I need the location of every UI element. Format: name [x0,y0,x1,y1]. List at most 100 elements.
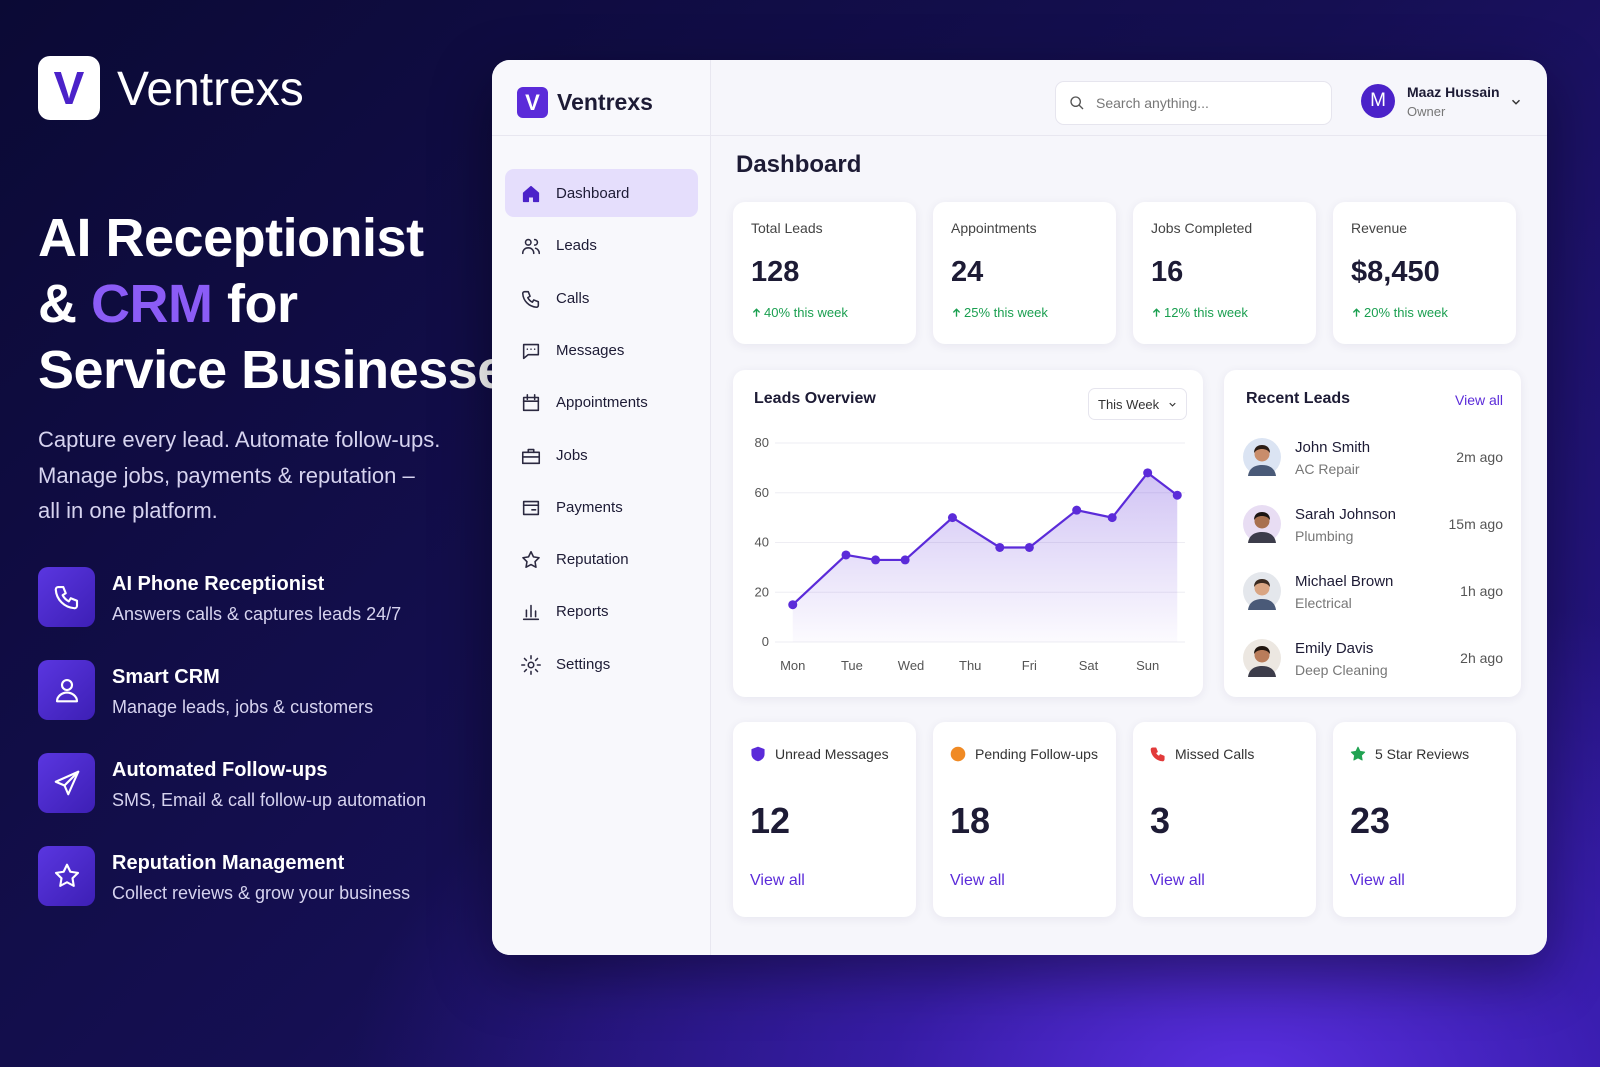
view-all-link[interactable]: View all [1455,392,1503,408]
stat-cards: Total Leads 128 40% this week Appointments 2… [492,60,1547,360]
feature-description: Manage leads, jobs & customers [112,697,374,717]
data-point [1143,468,1153,478]
lead-time: 1h ago [1460,583,1503,599]
counter-label: 5 Star Reviews [1375,746,1470,762]
nav-item[interactable]: Jobs [505,434,698,478]
title-line: Service Businesses [38,340,537,400]
logo-letter: V [53,62,85,114]
avatar-head [1254,580,1270,596]
icon-shape [521,247,535,255]
nav-label: Reports [556,603,609,621]
icon-shape [522,185,540,203]
lead-avatar [1243,572,1281,610]
app-name: Ventrexs [557,89,653,115]
lead-name[interactable]: Emily Davis [1295,640,1374,657]
data-point [841,550,851,560]
nav-item[interactable]: Reports [505,590,698,634]
y-tick-label: 0 [762,634,769,649]
avatar-hair [1254,579,1270,587]
icon [521,654,541,675]
feature-title: Reputation Management [112,852,345,874]
hero-title: AI Receptionist & CRM for Service Busine… [38,205,537,403]
view-all-link[interactable]: View all [1350,872,1405,889]
icon-shape [55,691,79,703]
view-all-link[interactable]: View all [1150,872,1205,889]
nav-item[interactable]: Appointments [505,381,698,425]
avatar-head [1254,647,1270,663]
data-point [947,513,957,523]
nav-item[interactable]: Leads [505,224,698,268]
icon [521,239,541,255]
feature-title: Automated Follow-ups [112,759,328,781]
y-tick-label: 60 [755,485,769,500]
x-tick-label: Mon [780,658,805,673]
icon [54,585,79,610]
feature-title: Smart CRM [112,666,220,688]
icon-shape [527,448,535,453]
title-word: & [38,274,77,334]
lead-name[interactable]: Michael Brown [1295,573,1394,590]
nav-label: Settings [556,655,611,673]
feature-description: Answers calls & captures leads 24/7 [112,604,402,624]
lead-name[interactable]: John Smith [1295,439,1371,456]
icon-shape [521,451,541,464]
leads-chart: 0 20 40 60 80 Mon Tue Wed Thu Fri Sat Sun [755,435,1185,673]
lead-time: 2h ago [1460,650,1503,666]
nav-item[interactable]: Payments [505,486,698,530]
lead-time: 2m ago [1456,449,1503,465]
stat-change: 20% this week [1364,305,1448,320]
lead-name[interactable]: Sarah Johnson [1295,506,1396,523]
nav-label: Dashboard [556,185,630,202]
counter-label: Pending Follow-ups [975,746,1098,762]
y-tick-label: 40 [755,535,769,550]
icon [521,290,540,308]
view-all-link[interactable]: View all [950,872,1005,889]
feature-title: AI Phone Receptionist [112,573,325,595]
y-tick-label: 20 [755,584,769,599]
lead-service: Plumbing [1295,528,1354,544]
x-tick-label: Fri [1022,658,1037,673]
avatar-hair [1254,512,1270,520]
period-label: This Week [1098,397,1160,412]
feature-description: SMS, Email & call follow-up automation [112,790,427,810]
subtitle-line: all in one platform. [38,498,218,523]
icon-shape [1153,308,1160,313]
icon [1150,747,1165,762]
user-menu-chevron[interactable] [1509,95,1523,109]
nav-item[interactable]: Messages [505,329,698,373]
lead-service: AC Repair [1295,461,1360,477]
icon-shape [524,239,532,247]
icon-shape [1353,308,1360,313]
nav-item[interactable]: Dashboard [505,172,698,216]
icon-shape [1169,402,1176,407]
nav-item[interactable]: Reputation [505,538,698,582]
view-all-link[interactable]: View all [750,872,805,889]
icon [753,308,760,317]
icon-shape [521,654,541,675]
icon-shape [1078,104,1084,110]
lead-avatar [1243,438,1281,476]
search-box[interactable]: Search anything... [1055,81,1332,125]
icon [54,863,80,887]
avatar-body [1248,666,1276,677]
user-avatar[interactable]: M [1361,84,1395,118]
nav-label: Jobs [556,446,588,464]
nav-item[interactable]: Settings [505,643,698,687]
icon-shape [54,585,79,610]
counter-label: Unread Messages [775,746,889,762]
data-point [1172,490,1182,500]
icon-shape [950,746,966,762]
y-tick-label: 80 [755,435,769,450]
avatar-hair [1254,445,1270,453]
stat-label: Jobs Completed [1151,220,1253,236]
icon-shape [1070,96,1081,107]
icon [751,746,765,762]
icon [1353,308,1360,317]
leads-overview-card: Leads Overview This Week 0 20 40 60 80 Mon Tue… [733,370,1203,697]
title-line: AI Receptionist [38,208,424,268]
nav-item[interactable]: Calls [505,277,698,321]
counter-card: Unread Messages 12 View all [733,722,916,917]
lead-service: Electrical [1295,595,1352,611]
period-dropdown[interactable]: This Week [1088,388,1187,420]
lead-service: Deep Cleaning [1295,662,1388,678]
